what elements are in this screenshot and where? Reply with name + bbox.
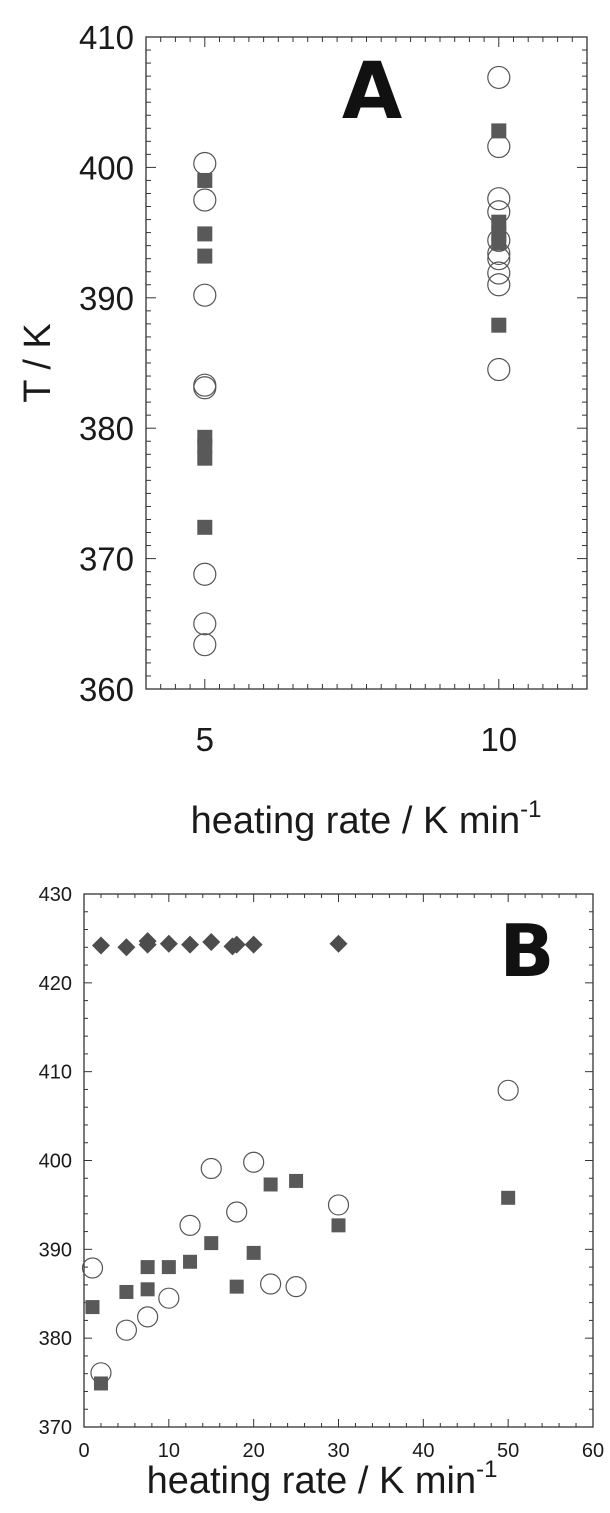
y-tick-label: 390: [79, 280, 134, 317]
axis-ticks-a: [145, 36, 588, 690]
filled-square-point: [204, 1236, 219, 1251]
y-tick-label: 380: [39, 1328, 72, 1350]
y-tick-label: 370: [39, 1417, 72, 1439]
data-points-b: [81, 932, 519, 1391]
open-circle-point: [137, 1306, 159, 1328]
x-tick-label: 60: [582, 1440, 604, 1462]
tick-labels-b: 0 10 20 30 40 50 60 370 380 390 400 410 420 430: [39, 884, 605, 1462]
open-circle-point: [487, 134, 511, 159]
filled-square-point: [289, 1173, 304, 1188]
filled-square-point: [229, 1279, 244, 1294]
y-tick-label: 390: [39, 1239, 72, 1261]
filled-diamond-point: [329, 934, 348, 953]
x-tick-label: 5: [196, 721, 214, 758]
y-tick-label: 410: [39, 1062, 72, 1084]
filled-square-point: [501, 1190, 516, 1205]
x-axis-label-a-superscript: -1: [520, 796, 541, 823]
filled-diamond-point: [181, 935, 200, 954]
x-axis-label-a: heating rate / K min-1: [191, 796, 542, 842]
x-axis-label-b-text: heating rate / K min: [147, 1460, 477, 1502]
filled-square-point: [85, 1300, 100, 1315]
x-tick-label: 30: [327, 1440, 349, 1462]
axis-ticks-b: [83, 893, 594, 1428]
filled-square-point: [491, 214, 507, 230]
open-circle-point: [243, 1151, 265, 1173]
x-tick-label: 10: [158, 1440, 180, 1462]
data-points-a: [193, 65, 511, 657]
open-circle-point: [193, 612, 217, 636]
open-circle-point: [193, 283, 217, 307]
y-axis-label-a: T / K: [17, 323, 59, 403]
filled-square-point: [263, 1177, 278, 1192]
open-circle-point: [487, 261, 511, 285]
filled-diamond-point: [159, 934, 178, 953]
filled-diamond-point: [138, 932, 157, 951]
y-tick-label: 370: [79, 541, 134, 578]
open-circle-point: [487, 65, 511, 90]
x-axis-label-b-superscript: -1: [476, 1456, 497, 1483]
open-circle-point: [193, 151, 217, 176]
open-circle-point: [487, 357, 511, 382]
open-circle-point: [327, 1194, 350, 1216]
open-circle-point: [115, 1319, 138, 1341]
filled-square-point: [491, 317, 507, 333]
filled-square-point: [93, 1376, 108, 1391]
panel-label-b: B: [500, 909, 555, 993]
y-tick-label: 360: [79, 671, 134, 708]
y-tick-label: 380: [79, 410, 134, 447]
filled-square-point: [197, 438, 213, 454]
x-tick-label: 10: [480, 721, 517, 758]
x-tick-label: 40: [412, 1440, 434, 1462]
x-tick-label: 50: [497, 1440, 519, 1462]
filled-square-point: [197, 172, 213, 188]
open-circle-point: [193, 633, 217, 657]
filled-diamond-point: [91, 936, 110, 955]
filled-square-point: [140, 1282, 155, 1297]
filled-square-point: [246, 1245, 261, 1260]
open-circle-point: [487, 187, 511, 211]
filled-square-point: [197, 248, 213, 264]
filled-diamond-point: [202, 932, 221, 951]
open-circle-point: [193, 376, 217, 400]
open-circle-point: [158, 1287, 180, 1309]
open-circle-point: [200, 1157, 222, 1180]
open-circle-point: [81, 1257, 104, 1279]
x-axis-label-b: heating rate / K min-1: [147, 1456, 498, 1502]
x-tick-label: 0: [78, 1440, 89, 1462]
filled-square-point: [197, 519, 213, 535]
filled-diamond-point: [227, 935, 246, 954]
filled-diamond-point: [117, 938, 136, 957]
open-circle-point: [193, 562, 217, 586]
panel-label-a: A: [342, 47, 402, 137]
filled-square-point: [197, 226, 213, 242]
chart-panel-a: 5 10 360 370 380 390 400 410 A T / K heating ra…: [17, 19, 588, 842]
filled-square-point: [491, 235, 507, 251]
open-circle-point: [193, 373, 217, 397]
filled-square-point: [491, 123, 507, 139]
open-circle-point: [193, 188, 217, 212]
y-tick-label: 400: [39, 1151, 72, 1173]
y-tick-label: 410: [79, 19, 134, 56]
open-circle-point: [487, 273, 511, 297]
y-tick-label: 420: [39, 973, 72, 995]
x-tick-label: 20: [243, 1440, 265, 1462]
filled-square-point: [331, 1218, 346, 1233]
filled-diamond-point: [244, 935, 263, 954]
filled-square-point: [140, 1260, 155, 1275]
filled-square-point: [197, 450, 213, 466]
x-axis-label-a-text: heating rate / K min: [191, 800, 521, 842]
y-tick-label: 430: [39, 884, 72, 906]
filled-square-point: [161, 1260, 176, 1275]
open-circle-point: [179, 1214, 201, 1236]
open-circle-point: [285, 1276, 307, 1298]
y-tick-label: 400: [79, 149, 134, 186]
tick-labels-a: 5 10 360 370 380 390 400 410: [79, 19, 517, 758]
open-circle-point: [260, 1273, 282, 1295]
open-circle-point: [497, 1079, 519, 1101]
filled-square-point: [119, 1284, 134, 1299]
filled-square-point: [183, 1254, 198, 1269]
open-circle-point: [226, 1201, 248, 1223]
chart-panel-b: 0 10 20 30 40 50 60 370 380 390 400 410 420 430 B hea…: [39, 884, 605, 1502]
